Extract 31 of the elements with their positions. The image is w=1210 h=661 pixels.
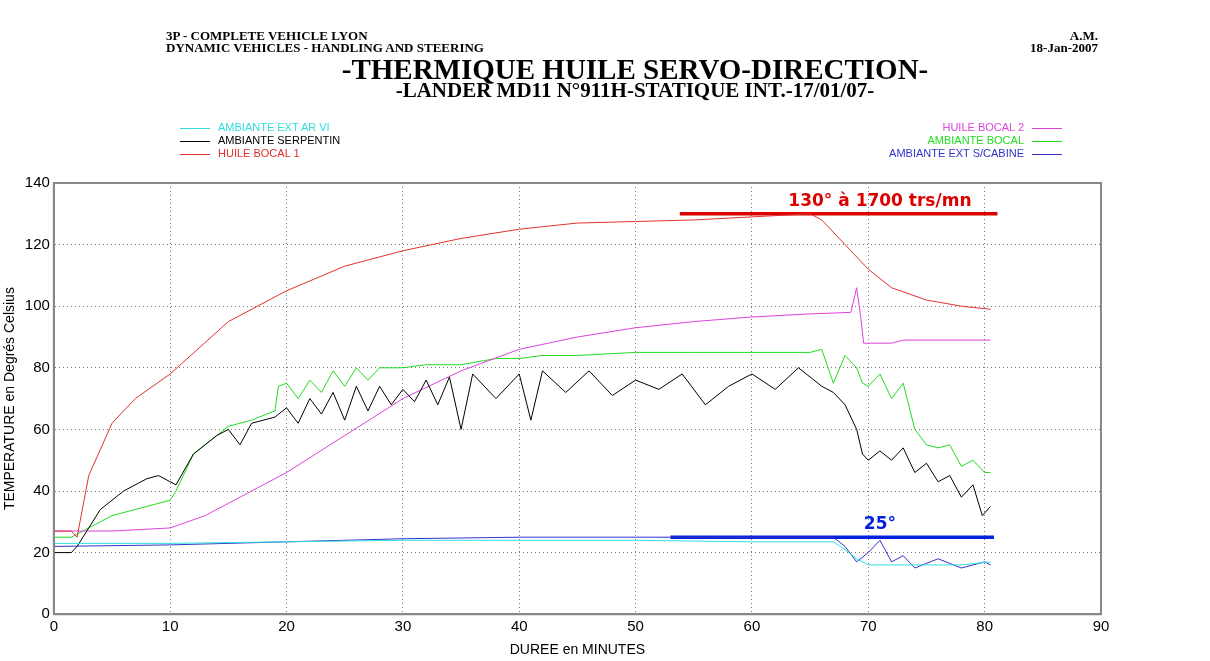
y-tick-label: 60 xyxy=(33,419,50,437)
y-tick-label: 120 xyxy=(24,234,50,252)
text: A.M. xyxy=(1068,28,1098,43)
x-axis-title: DUREE en MINUTES xyxy=(509,641,646,658)
text: AMBIANTE BOCAL xyxy=(926,134,1025,147)
legend-label: AMBIANTE EXT AR VI xyxy=(217,121,331,134)
y-axis-title: TEMPERATURE en Degrés Celsius xyxy=(1,287,18,511)
legend-label: HUILE BOCAL 1 xyxy=(217,147,301,160)
y-tick-label: 100 xyxy=(24,296,50,314)
x-tick-label: 40 xyxy=(510,617,528,635)
text: 3P - COMPLETE VEHICLE LYON xyxy=(166,28,369,43)
x-tick-label: 10 xyxy=(161,617,179,635)
x-tick-label: 50 xyxy=(627,617,644,635)
y-tick-label: 140 xyxy=(24,173,50,191)
x-tick-label: 70 xyxy=(859,617,877,635)
y-tick-label: 0 xyxy=(41,604,50,622)
x-tick-label: 20 xyxy=(278,617,295,635)
y-tick-label: 40 xyxy=(33,481,50,499)
text: DYNAMIC VEHICLES - HANDLING AND STEERING xyxy=(166,40,484,55)
x-tick-label: 80 xyxy=(976,617,993,635)
annotation: 25° xyxy=(863,513,897,534)
text: HUILE BOCAL 2 xyxy=(941,121,1025,134)
text: 18-Jan-2007 xyxy=(1030,40,1098,55)
x-tick-label: 30 xyxy=(394,617,412,635)
y-tick-label: 20 xyxy=(33,542,50,560)
y-tick-label: 80 xyxy=(33,357,50,375)
text: AMBIANTE EXT S/CABINE xyxy=(889,147,1025,160)
x-tick-label: 90 xyxy=(1092,617,1110,635)
annotation: 130° à 1700 trs/mn xyxy=(788,189,972,210)
legend-label: AMBIANTE SERPENTIN xyxy=(217,134,341,147)
x-tick-label: 60 xyxy=(743,617,761,635)
